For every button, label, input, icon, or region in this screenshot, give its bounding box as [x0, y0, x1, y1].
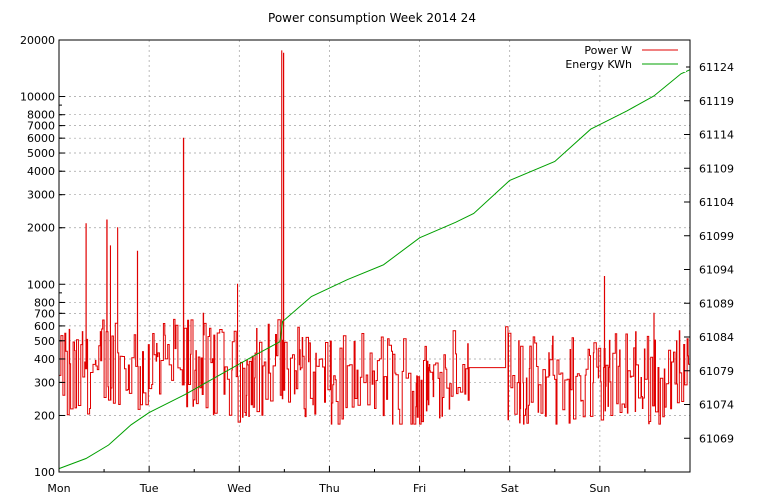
right-tick-label-61089: 61089 [699, 297, 734, 310]
x-tick-label-sun: Sun [589, 482, 610, 495]
left-tick-label-5000: 5000 [27, 147, 55, 160]
legend-background [562, 42, 686, 72]
left-tick-label-200: 200 [34, 409, 55, 422]
right-tick-label-61094: 61094 [699, 264, 734, 277]
chart-title: Power consumption Week 2014 24 [268, 11, 476, 25]
right-tick-label-61119: 61119 [699, 95, 734, 108]
right-tick-label-61124: 61124 [699, 61, 734, 74]
energy-line [58, 69, 691, 470]
legend-label-energy: Energy KWh [565, 58, 632, 71]
right-tick-label-61099: 61099 [699, 230, 734, 243]
legend: Power W Energy KWh [562, 42, 686, 72]
x-tick-label-thu: Thu [318, 482, 340, 495]
right-tick-label-61114: 61114 [699, 129, 734, 142]
right-tick-label-61104: 61104 [699, 196, 734, 209]
left-tick-label-500: 500 [34, 335, 55, 348]
x-tick-label-tue: Tue [139, 482, 159, 495]
left-tick-label-1000: 1000 [27, 278, 55, 291]
power-series [59, 50, 690, 425]
right-tick-label-61109: 61109 [699, 162, 734, 175]
x-tick-label-mon: Mon [47, 482, 70, 495]
legend-label-power: Power W [584, 44, 632, 57]
left-tick-label-7000: 7000 [27, 120, 55, 133]
grid-lines [59, 40, 690, 472]
right-tick-label-61079: 61079 [699, 365, 734, 378]
right-tick-label-61069: 61069 [699, 432, 734, 445]
left-tick-label-300: 300 [34, 376, 55, 389]
left-tick-label-6000: 6000 [27, 132, 55, 145]
x-tick-label-wed: Wed [227, 482, 251, 495]
left-tick-label-2000: 2000 [27, 222, 55, 235]
left-tick-label-4000: 4000 [27, 165, 55, 178]
right-tick-label-61084: 61084 [699, 331, 734, 344]
right-tick-label-61074: 61074 [699, 399, 734, 412]
left-tick-label-800: 800 [34, 296, 55, 309]
left-tick-label-20000: 20000 [20, 34, 55, 47]
power-line [59, 50, 690, 425]
left-tick-label-10000: 10000 [20, 91, 55, 104]
left-tick-label-700: 700 [34, 307, 55, 320]
x-tick-label-fri: Fri [413, 482, 426, 495]
left-tick-label-400: 400 [34, 353, 55, 366]
x-axis-ticks: Mon Tue Wed Thu Fri Sat Sun [47, 466, 646, 495]
energy-series [58, 69, 691, 470]
left-tick-label-600: 600 [34, 320, 55, 333]
left-tick-label-8000: 8000 [27, 109, 55, 122]
left-tick-label-100: 100 [34, 466, 55, 479]
x-tick-label-sat: Sat [501, 482, 520, 495]
left-tick-label-3000: 3000 [27, 189, 55, 202]
right-axis-ticks: 61069 61074 61079 61084 61089 61094 61099 61104… [684, 61, 734, 445]
